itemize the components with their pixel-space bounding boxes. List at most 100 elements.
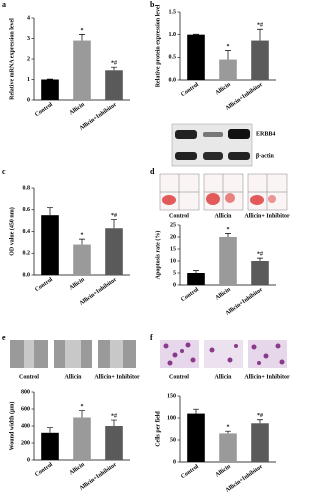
x-tick-label: Control — [180, 464, 200, 481]
significance-marker: *# — [257, 413, 263, 419]
image-label: Allicin+ Inhibitor — [94, 374, 140, 380]
y-tick-label: 0.5 — [169, 55, 177, 61]
image-label: Control — [169, 374, 189, 380]
panel-letter: e — [2, 333, 6, 342]
bar — [187, 413, 205, 462]
significance-marker: *# — [111, 413, 117, 419]
western-blot — [171, 123, 253, 167]
error-bar — [111, 219, 117, 229]
error-bar — [257, 419, 263, 424]
bar — [251, 40, 269, 80]
bar — [251, 423, 269, 462]
y-tick-label: 600 — [21, 406, 30, 412]
bar — [105, 426, 123, 460]
y-tick-label: 10 — [170, 258, 176, 264]
significance-marker: * — [81, 28, 84, 34]
y-tick-label: 0.6 — [23, 207, 31, 213]
error-bar — [111, 66, 117, 71]
y-axis-label: Relative protein expression level — [155, 4, 161, 87]
image-label: Allicin — [64, 374, 82, 380]
bar — [219, 433, 237, 462]
y-tick-label: 2 — [27, 56, 30, 62]
error-bar — [193, 408, 199, 414]
error-bar — [47, 207, 53, 216]
bar — [219, 237, 237, 285]
significance-marker: * — [81, 404, 84, 410]
x-tick-label: Allicin — [69, 276, 87, 291]
x-tick-label: Control — [34, 102, 54, 119]
significance-marker: * — [81, 232, 84, 238]
y-axis-label: Cells per field — [155, 411, 161, 447]
error-bar — [257, 28, 263, 41]
y-axis-label: Relative mRNA expression level — [9, 18, 15, 100]
y-tick-label: 1 — [27, 77, 30, 83]
y-tick-label: 3 — [27, 36, 30, 42]
error-bar — [225, 430, 231, 434]
significance-marker: *# — [257, 23, 263, 29]
panel-letter: f — [150, 333, 153, 342]
error-bar — [225, 50, 231, 60]
y-tick-label: 1.0 — [169, 32, 177, 38]
error-bar — [193, 270, 199, 273]
significance-marker: *# — [111, 213, 117, 219]
panel-letter: c — [2, 167, 6, 176]
y-tick-label: 5 — [173, 270, 176, 276]
bar — [105, 228, 123, 275]
bar — [41, 79, 59, 100]
y-tick-label: 100 — [167, 415, 176, 421]
error-bar — [79, 410, 85, 418]
blot-label: β-actin — [256, 153, 274, 159]
blot-label: ERBB4 — [256, 131, 275, 137]
figure: ERBB4 β-actin Control Allicin Allicin+ I… — [2, 0, 290, 494]
y-tick-label: 20 — [170, 234, 176, 240]
significance-marker: * — [227, 425, 230, 431]
y-tick-label: 0.0 — [23, 272, 31, 278]
y-tick-label: 15 — [170, 246, 176, 252]
error-bar — [111, 419, 117, 426]
y-tick-label: 0.0 — [169, 77, 177, 83]
bar — [219, 59, 237, 80]
x-tick-label: Allicin — [69, 461, 87, 476]
error-bar — [225, 233, 231, 237]
significance-marker: * — [227, 44, 230, 50]
bar — [105, 70, 123, 100]
y-axis-label: Wound width (μm) — [8, 402, 15, 451]
x-tick-label: Control — [34, 462, 54, 479]
image-label: Allicin — [214, 213, 232, 219]
bar — [73, 40, 91, 100]
bar — [73, 244, 91, 275]
y-tick-label: 0 — [173, 282, 176, 288]
x-tick-label: Allicin — [69, 101, 87, 116]
error-bar — [79, 238, 85, 245]
y-tick-label: 400 — [21, 423, 30, 429]
image-label: Allicin+ Inhibitor — [244, 374, 290, 380]
y-axis-label: OD value (450 nm) — [8, 207, 15, 256]
y-tick-label: 0.2 — [23, 251, 31, 257]
error-bar — [257, 257, 263, 261]
y-tick-label: 0.4 — [23, 229, 31, 235]
image-label: Control — [19, 374, 39, 380]
x-tick-label: Control — [34, 277, 54, 294]
error-bar — [47, 427, 53, 433]
y-tick-label: 150 — [167, 393, 176, 399]
x-tick-label: Control — [180, 82, 200, 99]
y-axis-label: Apoptosis rate (%) — [154, 231, 161, 280]
bar — [187, 273, 205, 285]
panel-letter: b — [150, 0, 155, 9]
bar — [187, 34, 205, 80]
y-tick-label: 0.8 — [23, 185, 31, 191]
significance-marker: *# — [257, 251, 263, 257]
bar — [73, 417, 91, 460]
y-tick-label: 25 — [170, 222, 176, 228]
y-tick-label: 50 — [170, 437, 176, 443]
x-tick-label: Control — [180, 287, 200, 304]
panel-letter: d — [150, 167, 155, 176]
bar — [41, 215, 59, 275]
y-tick-label: 1.5 — [169, 9, 177, 15]
bar — [251, 261, 269, 285]
image-label: Control — [169, 213, 189, 219]
y-tick-label: 4 — [27, 15, 30, 21]
significance-marker: *# — [111, 61, 117, 67]
x-tick-label: Allicin — [215, 463, 233, 478]
y-tick-label: 200 — [21, 440, 30, 446]
